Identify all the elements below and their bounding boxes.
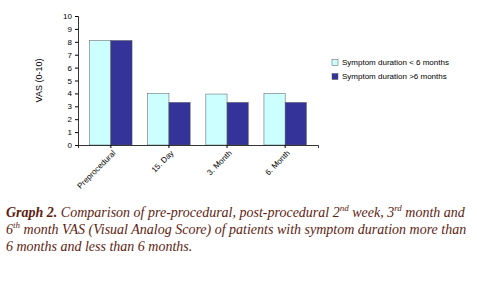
y-tick: 8 xyxy=(68,38,78,47)
y-tick-label: 4 xyxy=(68,89,73,98)
y-axis: 0 1 2 3 4 5 6 7 8 9 10 xyxy=(63,12,78,150)
caption: Graph 2. Comparison of pre-procedural, p… xyxy=(6,204,474,255)
legend-swatch xyxy=(332,74,338,80)
x-tick: Preprocedural xyxy=(76,145,118,191)
bar xyxy=(227,102,248,145)
y-tick-label: 9 xyxy=(68,25,73,34)
caption-text: week, 3 xyxy=(349,205,394,220)
y-axis-line xyxy=(75,17,79,146)
y-tick-label: 1 xyxy=(68,128,73,137)
caption-label: Graph 2. xyxy=(6,205,57,220)
bar xyxy=(206,94,227,145)
y-tick-label: 8 xyxy=(68,38,73,47)
page: 0 1 2 3 4 5 6 7 8 9 10 Preprocedural 15. Day 3. Month… xyxy=(0,0,477,283)
x-tick-mark xyxy=(285,145,286,148)
y-tick: 3 xyxy=(68,102,78,111)
y-tick-mark xyxy=(75,93,78,94)
y-tick-mark xyxy=(75,16,78,17)
x-tick-label: 15. Day xyxy=(150,149,176,175)
bar xyxy=(264,93,285,145)
bar xyxy=(90,41,111,145)
x-tick-label: 6. Month xyxy=(263,149,291,177)
caption-text: Comparison of pre-procedural, post-proce… xyxy=(57,205,339,220)
legend-label: Symptom duration < 6 months xyxy=(342,58,449,67)
y-tick: 1 xyxy=(68,128,78,137)
bars xyxy=(90,41,307,145)
y-tick-label: 7 xyxy=(68,51,73,60)
legend-label: Symptom duration >6 months xyxy=(342,72,447,81)
y-axis-title: VAS (0-10) xyxy=(34,59,44,103)
x-tick: 15. Day xyxy=(150,145,176,175)
y-tick-mark xyxy=(75,119,78,120)
x-tick-mark xyxy=(110,145,111,148)
bar xyxy=(169,102,190,145)
y-tick: 6 xyxy=(68,64,78,73)
y-tick-label: 6 xyxy=(68,64,73,73)
y-tick-mark xyxy=(75,132,78,133)
y-tick-mark xyxy=(75,68,78,69)
y-tick-label: 5 xyxy=(68,77,73,86)
y-tick: 4 xyxy=(68,89,78,98)
x-tick-mark xyxy=(168,145,169,148)
bar-series xyxy=(111,41,307,145)
y-tick: 2 xyxy=(68,115,78,124)
bar xyxy=(285,102,306,145)
y-tick-mark xyxy=(75,81,78,82)
y-tick-label: 3 xyxy=(68,102,73,111)
x-tick: 6. Month xyxy=(263,145,291,177)
caption-text: month VAS (Visual Analog Score) of patie… xyxy=(6,222,466,254)
y-tick-mark xyxy=(75,42,78,43)
y-tick: 0 xyxy=(68,141,78,150)
caption-superscript: nd xyxy=(340,203,349,213)
bar xyxy=(111,41,132,145)
x-tick: 3. Month xyxy=(205,145,233,177)
y-tick-mark xyxy=(75,145,78,146)
bar-series xyxy=(90,41,286,145)
x-tick-label: Preprocedural xyxy=(76,149,118,191)
x-axis: Preprocedural 15. Day 3. Month 6. Month xyxy=(76,145,319,191)
legend: Symptom duration < 6 months Symptom durat… xyxy=(332,58,449,81)
y-tick: 5 xyxy=(68,77,78,86)
y-tick-label: 0 xyxy=(68,141,73,150)
bar xyxy=(148,93,169,145)
y-tick-mark xyxy=(75,106,78,107)
chart-svg: 0 1 2 3 4 5 6 7 8 9 10 Preprocedural 15. Day 3. Month… xyxy=(0,0,477,200)
legend-item: Symptom duration >6 months xyxy=(332,72,447,81)
y-tick-label: 10 xyxy=(63,12,72,21)
y-tick-mark xyxy=(75,55,78,56)
x-tick-mark xyxy=(227,145,228,148)
caption-superscript: rd xyxy=(394,203,402,213)
x-tick-label: 3. Month xyxy=(205,149,233,177)
y-tick: 10 xyxy=(63,12,78,21)
chart-container: 0 1 2 3 4 5 6 7 8 9 10 Preprocedural 15. Day 3. Month… xyxy=(0,0,477,204)
y-tick: 7 xyxy=(68,51,78,60)
y-tick: 9 xyxy=(68,25,78,34)
caption-superscript: th xyxy=(13,220,20,230)
x-axis-line xyxy=(79,146,319,149)
y-tick-mark xyxy=(75,29,78,30)
legend-item: Symptom duration < 6 months xyxy=(332,58,449,67)
plot: 0 1 2 3 4 5 6 7 8 9 10 Preprocedural 15. Day 3. Month… xyxy=(63,12,318,191)
legend-swatch xyxy=(332,60,338,66)
y-tick-label: 2 xyxy=(68,115,73,124)
